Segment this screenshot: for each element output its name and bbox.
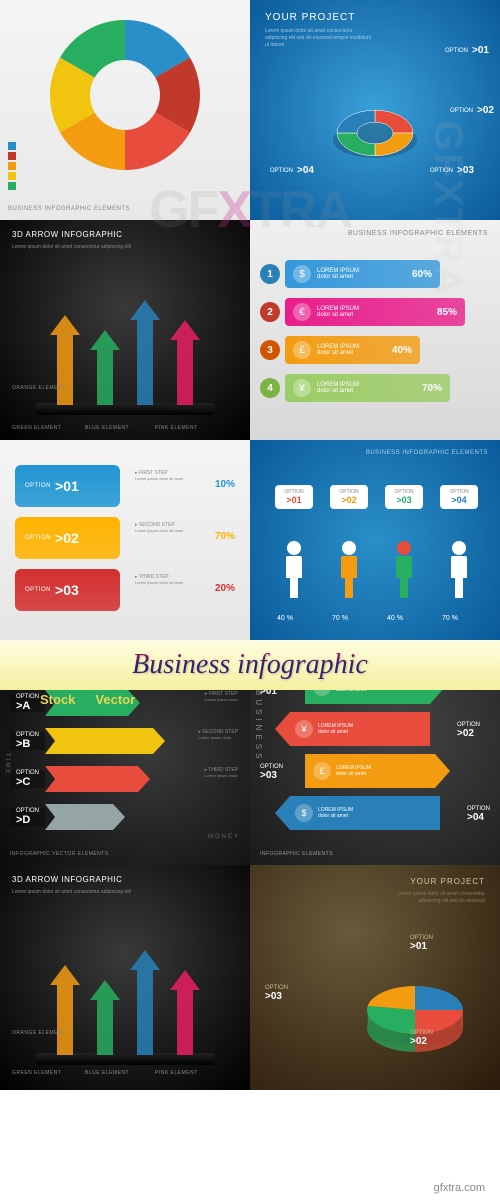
horizontal-bar: €LOREM IPSUMdolor sit amet85% (285, 298, 465, 326)
percentage: 40 % (387, 615, 403, 622)
horizontal-bar: ¥LOREM IPSUMdolor sit amet70% (285, 374, 450, 402)
title: 3D ARROW INFOGRAPHIC (12, 875, 122, 884)
arrow-3d (50, 315, 80, 405)
vertical-business: BUSINESS (254, 690, 263, 762)
footer-label: BUSINESS INFOGRAPHIC ELEMENTS (8, 206, 130, 212)
step-label: ▸ SECOND STEPLorem ipsum dolor (198, 729, 238, 741)
project-title: YOUR PROJECT (265, 12, 355, 23)
stock-vector-label: StockVector (40, 692, 155, 707)
business-arrow: $LOREM IPSUMdolor sit amet OPTION>04 (275, 796, 440, 830)
legend-item: ORANGE ELEMENT (12, 385, 66, 391)
percentage: 40 % (277, 615, 293, 622)
arrow-3d (90, 980, 120, 1055)
arrows-3d-dark-2: 3D ARROW INFOGRAPHIC Lorem ipsum dolor s… (0, 865, 250, 1090)
business-arrow: £LOREM IPSUMdolor sit amet OPTION>03 (305, 754, 450, 788)
percentage: 70 % (442, 615, 458, 622)
ring-3d (325, 85, 425, 185)
person-icon (280, 540, 308, 605)
banner-text: Business infographic (132, 649, 368, 681)
legend-item: PINK ELEMENT (155, 1070, 198, 1076)
option-label: OPTION>01 (445, 45, 489, 56)
ribbon-option: OPTION>C (10, 764, 150, 794)
legend-item: GREEN ELEMENT (12, 425, 61, 431)
legend-item: ORANGE ELEMENT (12, 1030, 66, 1036)
speech-bubble: OPTION>04 (440, 485, 478, 509)
option-label: OPTION>03 (430, 165, 474, 176)
arrow-3d (170, 320, 200, 405)
speech-bubble: OPTION>02 (330, 485, 368, 509)
step-label: ▸ FIRST STEPLorem ipsum dolor sit amet (135, 470, 183, 482)
title: BUSINESS INFOGRAPHIC ELEMENTS (348, 230, 488, 237)
arrow-3d (50, 965, 80, 1055)
title: BUSINESS INFOGRAPHIC ELEMENTS (366, 450, 488, 456)
business-arrow: ¥LOREM IPSUMdolor sit amet OPTION>02 (275, 712, 430, 746)
lorem-text: Lorem ipsum dolor sit amet consectetur a… (265, 28, 375, 49)
axis-money: MONEY (208, 834, 240, 840)
option-card: OPTION>01 (15, 465, 120, 507)
title-banner: Business infographic (0, 640, 500, 690)
legend-item: BLUE ELEMENT (85, 1070, 129, 1076)
speech-bubble: OPTION>01 (275, 485, 313, 509)
percentage: 70% (215, 531, 235, 542)
step-label: ▸ THIRD STEPLorem ipsum dolor (204, 767, 238, 779)
blue-project-ring: YOUR PROJECT Lorem ipsum dolor sit amet … (250, 0, 500, 220)
legend-item: PINK ELEMENT (155, 425, 198, 431)
percentage: 10% (215, 479, 235, 490)
number-circle: 4 (260, 378, 280, 398)
horizontal-bars: BUSINESS INFOGRAPHIC ELEMENTS 1$LOREM IP… (250, 220, 500, 440)
lorem: Lorem ipsum dolor sit amet consectetur a… (12, 889, 132, 896)
legend-item: GREEN ELEMENT (12, 1070, 61, 1076)
circular-segments-infographic: BUSINESS INFOGRAPHIC ELEMENTS (0, 0, 250, 220)
step-label: ▸ FIRST STEPLorem ipsum dolor (205, 691, 238, 703)
number-circle: 1 (260, 264, 280, 284)
number-circle: 2 (260, 302, 280, 322)
arrows-3d-dark: 3D ARROW INFOGRAPHIC Lorem ipsum dolor s… (0, 220, 250, 440)
pie-3d-project: YOUR PROJECT Lorem ipsum dolor sit amet … (250, 865, 500, 1090)
ribbon-option: OPTION>D (10, 802, 125, 832)
percentage: 70 % (332, 615, 348, 622)
arrow-3d (130, 300, 160, 405)
site-url: gfxtra.com (434, 1182, 485, 1194)
option-card: OPTION>03 (15, 569, 120, 611)
title: 3D ARROW INFOGRAPHIC (12, 230, 122, 239)
person-icon (445, 540, 473, 605)
option-label: OPTION>01 (410, 935, 433, 952)
option-card: OPTION>02 (15, 517, 120, 559)
percentage: 20% (215, 583, 235, 594)
option-label: OPTION>04 (270, 165, 314, 176)
step-label: ▸ THIRD STEPLorem ipsum dolor sit amet (135, 574, 183, 586)
option-label: OPTION>02 (410, 1030, 433, 1047)
option-label: OPTION>03 (265, 985, 288, 1002)
ribbon-option: OPTION>B (10, 726, 165, 756)
number-circle: 3 (260, 340, 280, 360)
legend-item: BLUE ELEMENT (85, 425, 129, 431)
legend (8, 142, 16, 190)
person-icon (390, 540, 418, 605)
person-icon (335, 540, 363, 605)
speech-bubble: OPTION>03 (385, 485, 423, 509)
lorem: Lorem ipsum dolor sit amet consectetur a… (375, 891, 485, 905)
circle-chart (45, 15, 205, 175)
step-label: ▸ SECOND STEPLorem ipsum dolor sit amet (135, 522, 183, 534)
people-chart: BUSINESS INFOGRAPHIC ELEMENTS OPTION>01 4… (250, 440, 500, 640)
footer: INFOGRAPHIC ELEMENTS (260, 851, 333, 857)
horizontal-bar: £LOREM IPSUMdolor sit amet40% (285, 336, 420, 364)
footer: INFOGRAPHIC VECTOR ELEMENTS (10, 851, 109, 857)
title: YOUR PROJECT (410, 877, 485, 886)
arrow-3d (170, 970, 200, 1055)
horizontal-bar: $LOREM IPSUMdolor sit amet60% (285, 260, 440, 288)
arrow-3d (130, 950, 160, 1055)
option-label: OPTION>02 (450, 105, 494, 116)
lorem: Lorem ipsum dolor sit amet consectetur a… (12, 244, 132, 251)
stacked-options: OPTION>01 ▸ FIRST STEPLorem ipsum dolor s… (0, 440, 250, 640)
arrow-3d (90, 330, 120, 405)
